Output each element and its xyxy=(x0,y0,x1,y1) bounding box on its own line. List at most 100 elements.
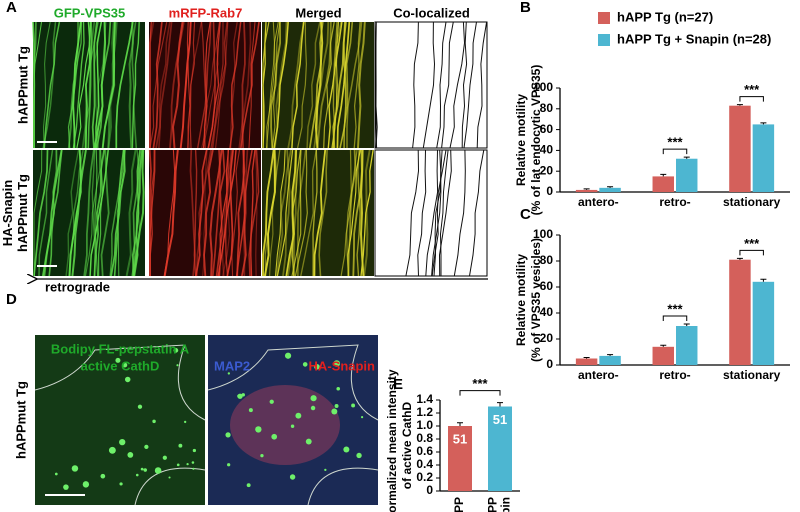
kymograph-track xyxy=(374,21,378,149)
kymograph-track xyxy=(172,21,184,149)
puncta xyxy=(82,481,90,488)
puncta xyxy=(271,433,278,440)
puncta xyxy=(289,474,296,480)
kymograph-track xyxy=(453,149,466,277)
kymograph-track xyxy=(43,21,61,149)
kymograph-track xyxy=(158,21,171,149)
puncta xyxy=(361,416,364,419)
kymograph-track xyxy=(363,149,371,277)
row-label: HA-Snapin xyxy=(0,180,15,247)
significance-bracket xyxy=(739,96,764,102)
kymograph-track xyxy=(33,21,43,148)
x-tick-label: antero- xyxy=(578,368,619,382)
significance-bracket xyxy=(662,315,688,322)
puncta xyxy=(173,348,179,353)
kymograph-track xyxy=(200,21,207,149)
kymograph-track xyxy=(195,149,212,277)
kymograph-track xyxy=(266,21,279,149)
kymograph-track xyxy=(291,149,302,277)
puncta xyxy=(310,395,317,402)
kymograph-track xyxy=(65,149,80,277)
kymograph-track xyxy=(33,149,49,277)
error-bar xyxy=(457,422,463,426)
kymograph-track xyxy=(318,149,328,277)
significance-label: *** xyxy=(744,236,760,251)
puncta xyxy=(260,453,264,458)
puncta xyxy=(183,420,187,424)
y-axis-label: (% of VPS35 vesicles) xyxy=(529,238,543,362)
kymograph-track xyxy=(131,21,138,149)
puncta xyxy=(71,465,79,472)
kymograph-track xyxy=(215,21,229,149)
puncta xyxy=(351,403,356,408)
puncta xyxy=(140,467,144,471)
puncta xyxy=(144,444,149,450)
kymograph-track xyxy=(235,149,253,277)
puncta xyxy=(122,362,128,368)
y-tick-label: 80 xyxy=(540,253,554,267)
y-tick-label: 0.2 xyxy=(416,470,433,484)
kymograph-track xyxy=(215,149,226,277)
kymograph-track xyxy=(425,149,439,277)
n-label: 51 xyxy=(493,412,507,427)
kymograph-track xyxy=(449,21,466,149)
kymograph-track xyxy=(461,21,468,149)
significance-bracket xyxy=(662,148,688,155)
kymograph-track xyxy=(287,149,298,277)
error-bar xyxy=(607,186,614,188)
stain-label: MAP2 xyxy=(214,358,250,373)
puncta xyxy=(63,484,69,490)
kymograph-track xyxy=(83,149,95,277)
kymograph-track xyxy=(294,149,308,277)
arrow-label: retrograde xyxy=(45,279,110,294)
kymograph-track xyxy=(84,149,101,277)
x-tick-label: stationary xyxy=(723,368,781,382)
panel-label: C xyxy=(520,206,531,223)
puncta xyxy=(119,438,126,446)
puncta xyxy=(127,452,134,458)
y-axis-label: Relative motility xyxy=(514,94,528,186)
kymograph-track xyxy=(48,149,63,277)
kymograph-track xyxy=(149,21,152,148)
kymograph-track xyxy=(229,21,242,149)
kymograph-track xyxy=(189,21,196,149)
kymograph-track xyxy=(133,149,141,277)
bar xyxy=(752,281,775,365)
kymograph-track xyxy=(87,21,93,149)
y-axis-label: Normalized mean intensity xyxy=(385,369,399,512)
x-tick-label: Snapin xyxy=(499,497,513,512)
kymograph-track xyxy=(476,21,488,149)
kymograph-track xyxy=(163,149,179,277)
kymograph-track xyxy=(276,149,294,277)
kymograph-track xyxy=(131,21,140,149)
kymograph-track xyxy=(308,21,324,149)
kymograph-track xyxy=(343,21,354,149)
y-tick-label: 20 xyxy=(540,163,554,177)
kymograph-track xyxy=(33,149,43,277)
kymograph-track xyxy=(297,21,308,149)
row-label: hAPPmut Tg xyxy=(13,381,28,459)
y-tick-label: 0.4 xyxy=(416,457,433,471)
kymograph-track xyxy=(100,149,110,277)
x-tick-label: hAPP xyxy=(452,497,466,512)
y-tick-label: 0 xyxy=(546,184,553,198)
kymograph-track xyxy=(107,21,118,149)
kymograph-track xyxy=(187,21,202,149)
kymograph-track xyxy=(230,21,238,149)
kymograph-track xyxy=(254,149,258,277)
y-tick-label: 0.6 xyxy=(416,444,433,458)
kymograph-track xyxy=(94,149,99,277)
kymograph-track xyxy=(101,21,116,149)
puncta xyxy=(248,408,253,413)
kymograph-track xyxy=(155,21,173,149)
kymograph-track xyxy=(347,149,361,277)
kymograph-track xyxy=(93,21,102,149)
puncta xyxy=(295,412,302,419)
error-bar xyxy=(497,402,503,407)
kymograph-track xyxy=(72,21,85,149)
kymograph-track xyxy=(291,149,302,277)
kymograph-track xyxy=(336,21,351,149)
kymograph-track xyxy=(262,21,270,148)
soma-glow xyxy=(230,385,340,465)
kymograph-track xyxy=(219,149,229,277)
